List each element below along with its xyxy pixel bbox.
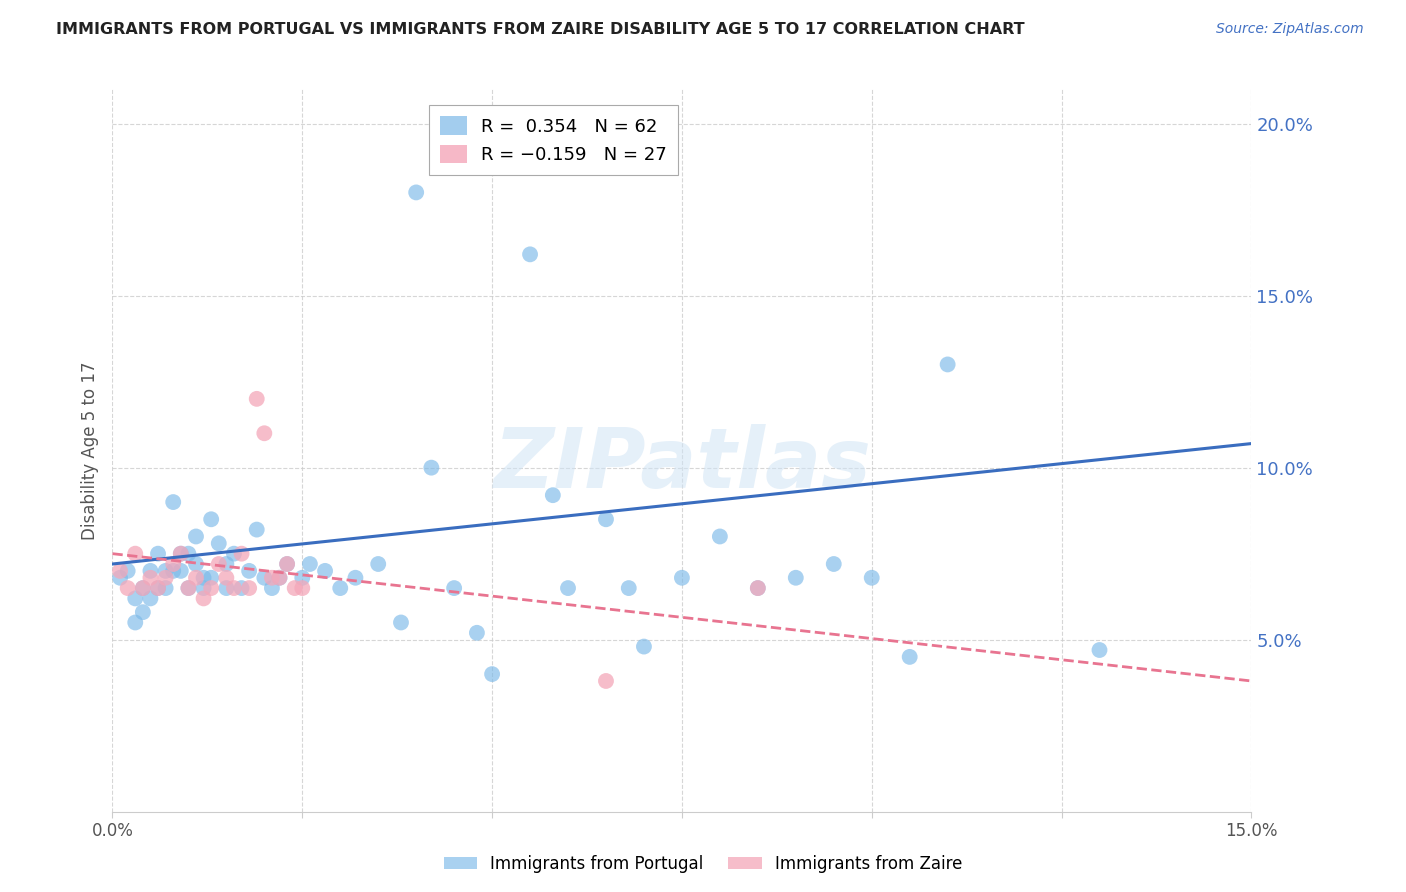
Point — [117, 581, 139, 595]
Point — [344, 571, 367, 585]
Point — [155, 581, 177, 595]
Point — [443, 581, 465, 595]
Point — [298, 557, 321, 571]
Point — [184, 529, 207, 543]
Point — [936, 358, 959, 372]
Point — [146, 581, 169, 595]
Point — [231, 581, 253, 595]
Point — [184, 571, 207, 585]
Text: ZIPatlas: ZIPatlas — [494, 425, 870, 506]
Point — [108, 564, 131, 578]
Point — [124, 615, 146, 630]
Point — [215, 581, 238, 595]
Point — [389, 615, 412, 630]
Point — [193, 581, 215, 595]
Point — [177, 581, 200, 595]
Point — [208, 536, 231, 550]
Point — [291, 571, 314, 585]
Point — [193, 571, 215, 585]
Point — [269, 571, 291, 585]
Point — [260, 571, 283, 585]
Point — [291, 581, 314, 595]
Point — [108, 571, 131, 585]
Point — [253, 426, 276, 441]
Point — [184, 557, 207, 571]
Point — [671, 571, 693, 585]
Point — [170, 547, 193, 561]
Point — [284, 581, 307, 595]
Point — [823, 557, 845, 571]
Point — [269, 571, 291, 585]
Point — [162, 557, 184, 571]
Point — [222, 581, 245, 595]
Point — [231, 547, 253, 561]
Point — [177, 547, 200, 561]
Point — [276, 557, 298, 571]
Point — [420, 460, 443, 475]
Point — [162, 495, 184, 509]
Point — [146, 581, 169, 595]
Point — [314, 564, 336, 578]
Point — [709, 529, 731, 543]
Text: IMMIGRANTS FROM PORTUGAL VS IMMIGRANTS FROM ZAIRE DISABILITY AGE 5 TO 17 CORRELA: IMMIGRANTS FROM PORTUGAL VS IMMIGRANTS F… — [56, 22, 1025, 37]
Point — [170, 547, 193, 561]
Point — [155, 571, 177, 585]
Point — [1088, 643, 1111, 657]
Point — [465, 625, 488, 640]
Point — [617, 581, 640, 595]
Point — [200, 581, 222, 595]
Point — [747, 581, 769, 595]
Point — [747, 581, 769, 595]
Point — [155, 564, 177, 578]
Legend: Immigrants from Portugal, Immigrants from Zaire: Immigrants from Portugal, Immigrants fro… — [437, 848, 969, 880]
Point — [124, 591, 146, 606]
Point — [200, 512, 222, 526]
Point — [146, 547, 169, 561]
Point — [785, 571, 807, 585]
Point — [124, 547, 146, 561]
Point — [170, 564, 193, 578]
Point — [481, 667, 503, 681]
Point — [139, 591, 162, 606]
Y-axis label: Disability Age 5 to 17: Disability Age 5 to 17 — [80, 361, 98, 540]
Point — [329, 581, 352, 595]
Legend: R =  0.354   N = 62, R = −0.159   N = 27: R = 0.354 N = 62, R = −0.159 N = 27 — [429, 105, 678, 175]
Point — [238, 581, 260, 595]
Point — [253, 571, 276, 585]
Point — [200, 571, 222, 585]
Point — [405, 186, 427, 200]
Point — [246, 523, 269, 537]
Point — [117, 564, 139, 578]
Text: Source: ZipAtlas.com: Source: ZipAtlas.com — [1216, 22, 1364, 37]
Point — [595, 512, 617, 526]
Point — [193, 591, 215, 606]
Point — [860, 571, 883, 585]
Point — [162, 564, 184, 578]
Point — [898, 649, 921, 664]
Point — [132, 581, 155, 595]
Point — [557, 581, 579, 595]
Point — [519, 247, 541, 261]
Point — [208, 557, 231, 571]
Point — [246, 392, 269, 406]
Point — [139, 571, 162, 585]
Point — [595, 673, 617, 688]
Point — [633, 640, 655, 654]
Point — [132, 581, 155, 595]
Point — [222, 547, 245, 561]
Point — [215, 557, 238, 571]
Point — [276, 557, 298, 571]
Point — [215, 571, 238, 585]
Point — [132, 605, 155, 619]
Point — [177, 581, 200, 595]
Point — [367, 557, 389, 571]
Point — [260, 581, 283, 595]
Point — [238, 564, 260, 578]
Point — [541, 488, 564, 502]
Point — [139, 564, 162, 578]
